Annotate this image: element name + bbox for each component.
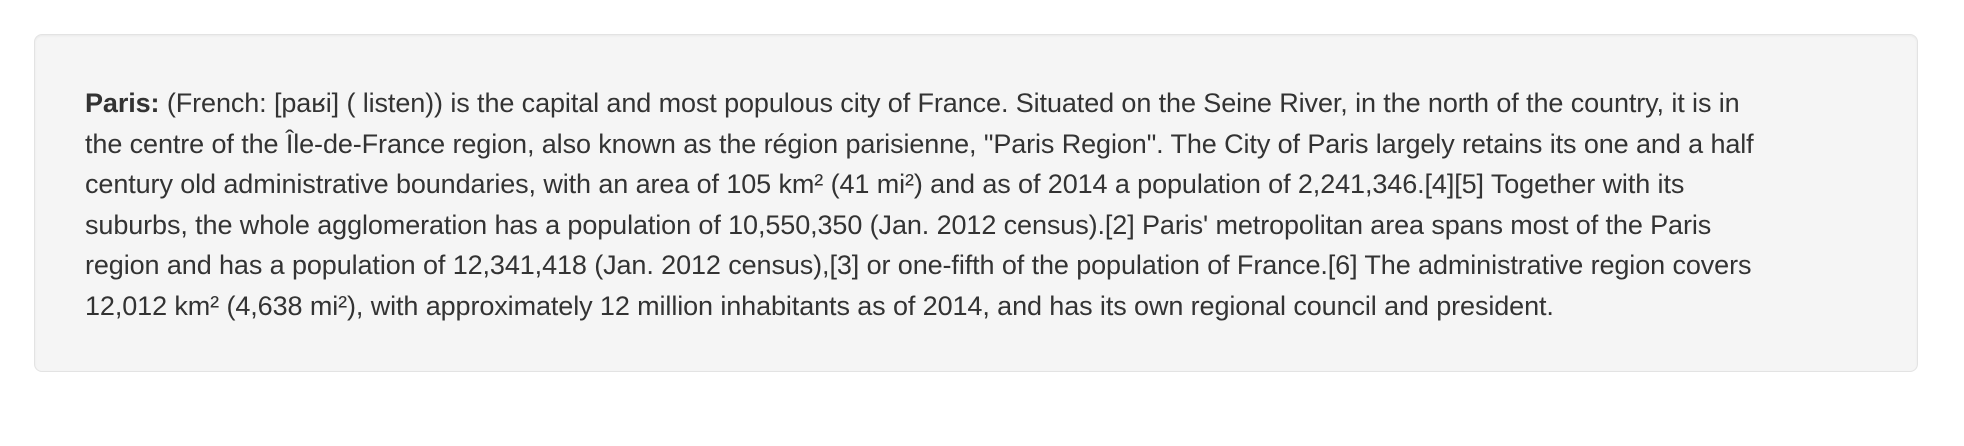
article-line-6: 12,012 km² (4,638 mi²), with approximate… <box>85 290 1554 321</box>
article-term: Paris: <box>85 88 160 118</box>
article-well: Paris: (French: [paʁi] ( listen)) is the… <box>34 34 1918 372</box>
article-line-5: region and has a population of 12,341,41… <box>85 250 1752 280</box>
article-line-1: (French: [paʁi] ( listen)) is the capita… <box>166 88 1740 118</box>
article-line-4: suburbs, the whole agglomeration has a p… <box>85 209 1712 240</box>
article-line-2: the centre of the Île-de-France region, … <box>85 128 1754 159</box>
article-paragraph: Paris: (French: [paʁi] ( listen)) is the… <box>85 83 1869 326</box>
article-line-3: century old administrative boundaries, w… <box>85 169 1685 199</box>
